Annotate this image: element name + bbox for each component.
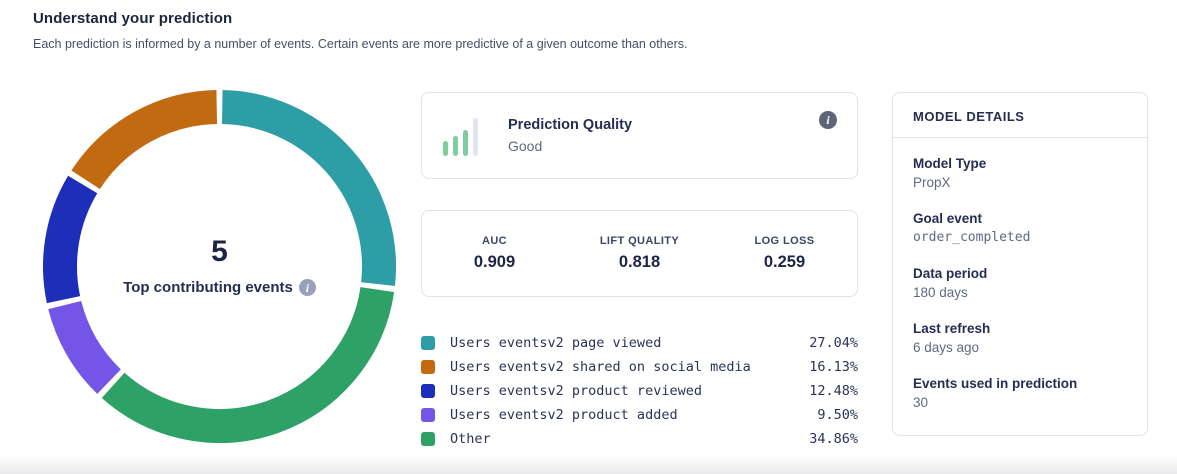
metric-label: LIFT QUALITY [599, 235, 680, 247]
donut-segment[interactable] [71, 90, 218, 190]
legend-label: Other [450, 431, 491, 447]
detail-value: 30 [913, 395, 929, 410]
legend-label: Users eventsv2 page viewed [450, 335, 662, 351]
detail-value: 180 days [913, 285, 968, 300]
legend-item[interactable]: Users eventsv2 shared on social media 16… [421, 355, 858, 379]
detail-label: Data period [913, 266, 988, 281]
prediction-quality-value: Good [508, 138, 543, 154]
detail-model-type: Model Type PropX [913, 154, 1127, 193]
legend-swatch [421, 408, 435, 422]
detail-label: Events used in prediction [913, 376, 1078, 391]
legend-swatch [421, 336, 435, 350]
legend-percentage: 9.50% [817, 407, 858, 423]
model-details-card: MODEL DETAILS Model Type PropX Goal even… [892, 92, 1148, 436]
metric-value: 0.818 [618, 253, 661, 271]
detail-value: PropX [913, 175, 951, 190]
legend-item[interactable]: Users eventsv2 page viewed 27.04% [421, 331, 858, 355]
donut-center-caption: Top contributing events [123, 279, 293, 296]
metric-lift-quality: LIFT QUALITY 0.818 [567, 235, 712, 272]
signal-bars-icon [443, 117, 478, 156]
legend-label: Users eventsv2 product reviewed [450, 383, 702, 399]
legend-item[interactable]: Users eventsv2 product reviewed 12.48% [421, 379, 858, 403]
legend-swatch [421, 384, 435, 398]
legend-percentage: 27.04% [809, 335, 858, 351]
section-header: Understand your prediction Each predicti… [33, 10, 688, 51]
prediction-quality-card: Prediction Quality Good i [421, 92, 858, 179]
donut-segment[interactable] [43, 175, 98, 304]
contributing-events-donut-chart[interactable]: 5 Top contributing events i [43, 90, 396, 443]
model-details-header: MODEL DETAILS [893, 93, 1147, 138]
legend-label: Users eventsv2 product added [450, 407, 678, 423]
detail-events-used: Events used in prediction 30 [913, 374, 1127, 413]
detail-value: 6 days ago [913, 340, 980, 355]
legend-item[interactable]: Users eventsv2 product added 9.50% [421, 403, 858, 427]
detail-label: Last refresh [913, 321, 991, 336]
legend-swatch [421, 432, 435, 446]
detail-data-period: Data period 180 days [913, 264, 1127, 303]
legend-percentage: 16.13% [809, 359, 858, 375]
legend-percentage: 34.86% [809, 431, 858, 447]
legend-percentage: 12.48% [809, 383, 858, 399]
detail-last-refresh: Last refresh 6 days ago [913, 319, 1127, 358]
model-details-title: MODEL DETAILS [913, 109, 1025, 124]
metric-label: LOG LOSS [754, 235, 815, 247]
page-title: Understand your prediction [33, 10, 233, 27]
legend-label: Users eventsv2 shared on social media [450, 359, 751, 375]
detail-value: order_completed [913, 230, 1031, 245]
detail-label: Model Type [913, 156, 987, 171]
legend-item[interactable]: Other 34.86% [421, 427, 858, 451]
donut-segment[interactable] [221, 90, 396, 286]
donut-legend: Users eventsv2 page viewed 27.04% Users … [421, 331, 858, 451]
metric-log-loss: LOG LOSS 0.259 [712, 235, 857, 272]
metric-value: 0.259 [763, 253, 806, 271]
section-bottom-fade [0, 456, 1177, 474]
metric-value: 0.909 [473, 253, 516, 271]
detail-label: Goal event [913, 211, 983, 226]
page-subtitle: Each prediction is informed by a number … [33, 37, 688, 51]
info-icon[interactable]: i [819, 111, 837, 129]
donut-segment[interactable] [101, 286, 395, 443]
legend-swatch [421, 360, 435, 374]
prediction-quality-title: Prediction Quality [508, 117, 633, 133]
donut-chart-svg[interactable] [43, 90, 396, 443]
metric-label: AUC [481, 235, 508, 247]
model-metrics-card: AUC 0.909 LIFT QUALITY 0.818 LOG LOSS 0.… [421, 210, 858, 297]
info-icon[interactable]: i [298, 279, 316, 296]
donut-segment[interactable] [48, 300, 122, 394]
detail-goal-event: Goal event order_completed [913, 209, 1127, 248]
metric-auc: AUC 0.909 [422, 235, 567, 272]
